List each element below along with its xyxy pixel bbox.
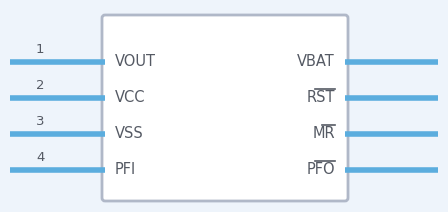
Text: VOUT: VOUT: [115, 54, 156, 70]
Text: RST: RST: [306, 91, 335, 106]
Text: 3: 3: [36, 115, 44, 128]
Text: VBAT: VBAT: [297, 54, 335, 70]
Text: VCC: VCC: [115, 91, 146, 106]
Text: 4: 4: [36, 151, 44, 164]
Text: MR: MR: [312, 127, 335, 141]
Text: 1: 1: [36, 43, 44, 56]
Text: PFO: PFO: [306, 163, 335, 177]
Text: PFI: PFI: [115, 163, 136, 177]
Text: VSS: VSS: [115, 127, 144, 141]
Text: 2: 2: [36, 79, 44, 92]
FancyBboxPatch shape: [102, 15, 348, 201]
